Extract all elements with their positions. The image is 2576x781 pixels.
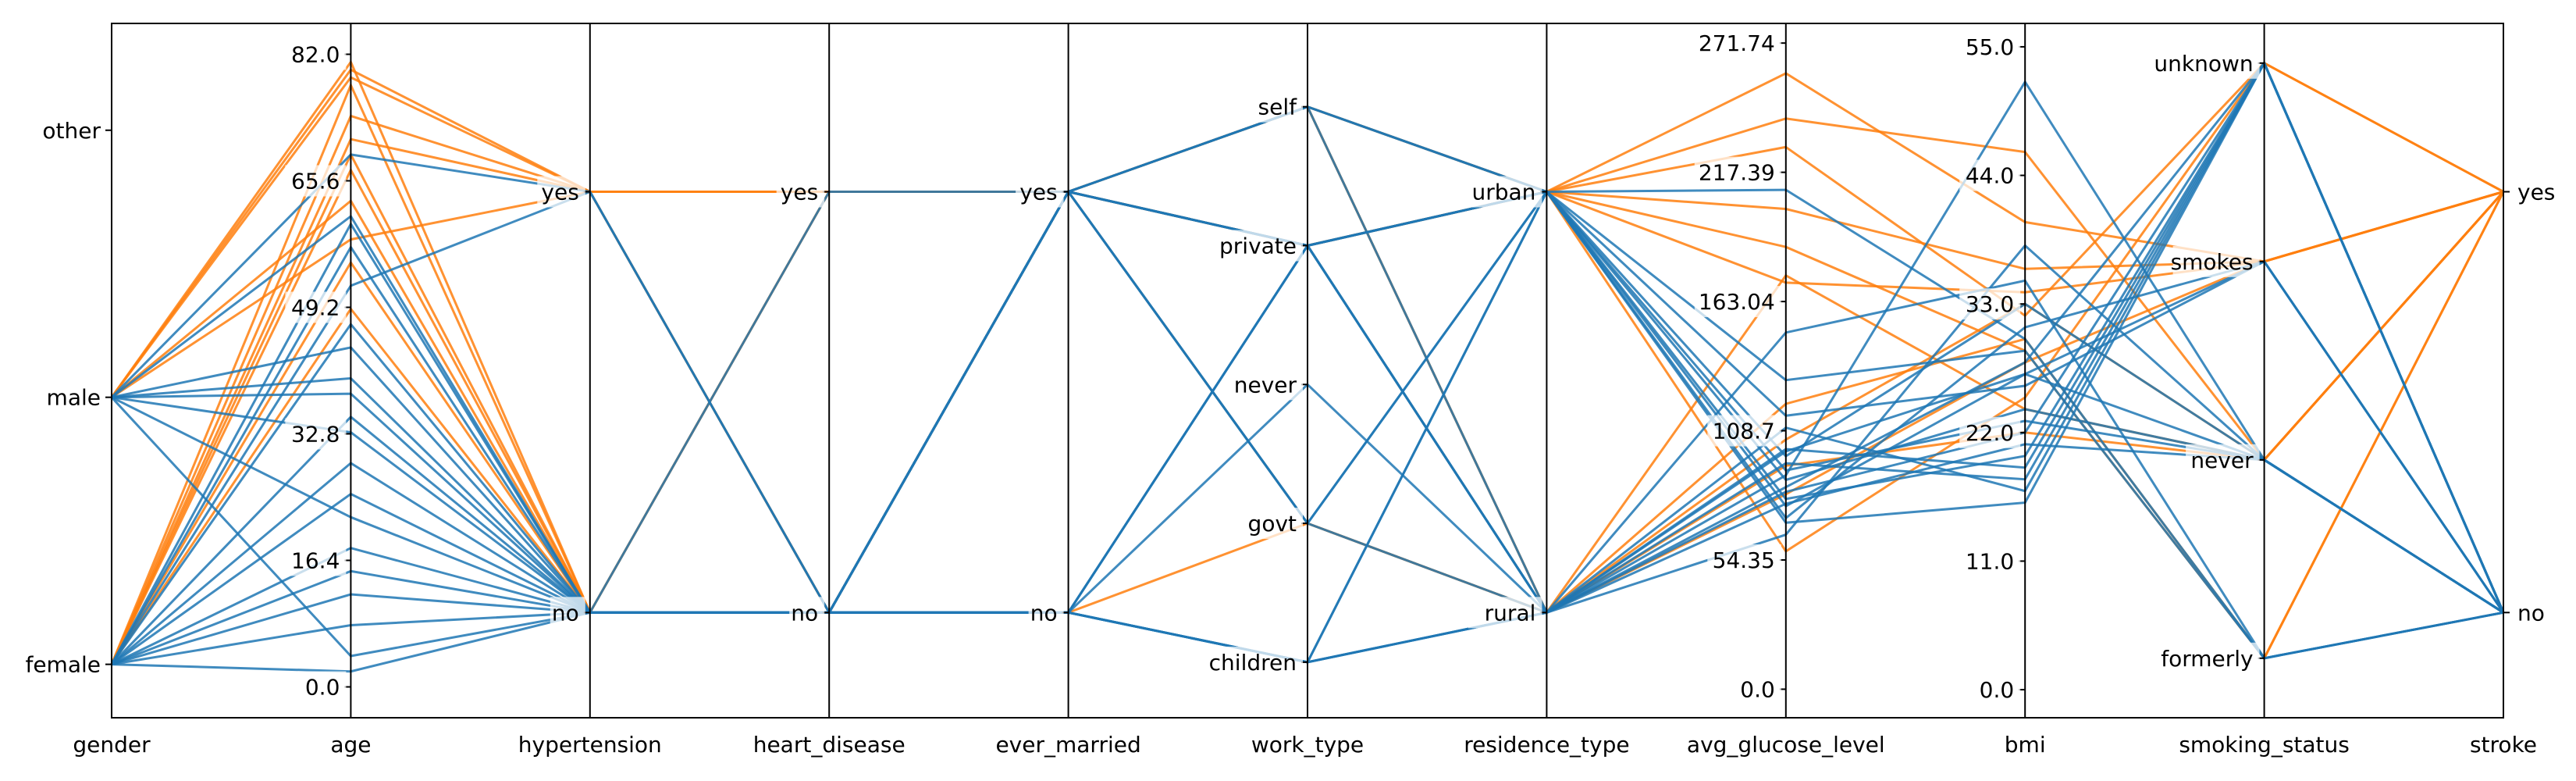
- tick-label-bmi: 33.0: [1966, 291, 2014, 317]
- tick-label-smoking_status: unknown: [2154, 51, 2253, 77]
- tick-label-heart_disease: yes: [781, 180, 818, 205]
- tick-label-bg: [776, 176, 825, 208]
- plot-frame: [111, 23, 2504, 719]
- tick-label-bg: [1203, 230, 1303, 262]
- tick-label-bg: [285, 291, 347, 323]
- tick-label-smoking_status: never: [2190, 448, 2254, 473]
- tick-label-avg_glucose_level: 163.04: [1699, 289, 1775, 315]
- tick-label-work_type: private: [1219, 233, 1297, 259]
- axis-name-smoking_status: smoking_status: [2179, 732, 2350, 758]
- tick-label-avg_glucose_level: 108.7: [1713, 419, 1775, 444]
- tick-label-age: 65.6: [291, 169, 340, 194]
- axis-name-ever_married: ever_married: [995, 732, 1140, 758]
- tick-label-bg: [297, 671, 347, 703]
- tick-label-smoking_status: formerly: [2161, 646, 2253, 672]
- tick-label-stroke: no: [2517, 600, 2545, 626]
- tick-label-bg: [1242, 508, 1303, 540]
- tick-label-age: 82.0: [291, 42, 340, 68]
- tick-label-bg: [1190, 646, 1303, 678]
- tick-label-gender: female: [25, 652, 101, 678]
- tick-label-bg: [1468, 176, 1542, 208]
- tick-label-avg_glucose_level: 0.0: [1740, 676, 1775, 702]
- tick-label-residence_type: urban: [1471, 180, 1535, 205]
- tick-label-ever_married: yes: [1019, 180, 1057, 205]
- tick-label-residence_type: rural: [1485, 600, 1536, 626]
- tick-label-bg: [1242, 91, 1303, 123]
- tick-label-smoking_status: smokes: [2171, 249, 2254, 275]
- tick-label-bmi: 44.0: [1966, 163, 2014, 189]
- tick-label-bg: [1972, 674, 2021, 706]
- tick-label-bmi: 55.0: [1966, 34, 2014, 60]
- tick-label-bg: [1733, 673, 1781, 705]
- tick-label-bg: [537, 176, 585, 208]
- tick-label-bg: [1028, 597, 1064, 629]
- tick-label-bg: [1694, 27, 1781, 59]
- tick-label-gender: male: [47, 385, 101, 411]
- tick-label-bg: [550, 597, 585, 629]
- tick-label-hypertension: yes: [541, 180, 578, 205]
- tick-label-work_type: children: [1209, 650, 1297, 676]
- tick-label-bg: [1694, 286, 1781, 318]
- tick-label-hypertension: no: [552, 600, 579, 626]
- tick-label-bg: [1016, 176, 1064, 208]
- tick-label-age: 49.2: [291, 295, 340, 321]
- tick-label-bg: [789, 597, 825, 629]
- tick-label-bg: [285, 544, 347, 576]
- axes-layer: gender female male other age 0.0 16.4 32.8 49.2 6…: [25, 23, 2555, 758]
- tick-label-age: 0.0: [305, 674, 340, 700]
- tick-label-stroke: yes: [2517, 180, 2555, 205]
- tick-label-bg: [1707, 415, 1781, 447]
- tick-label-avg_glucose_level: 54.35: [1713, 547, 1775, 573]
- tick-label-avg_glucose_level: 217.39: [1699, 160, 1775, 186]
- tick-label-heart_disease: no: [791, 600, 818, 626]
- tick-label-bg: [1694, 156, 1781, 188]
- tick-label-bg: [1959, 288, 2021, 320]
- tick-label-bg: [1959, 416, 2021, 448]
- tick-label-bg: [285, 165, 347, 197]
- axis-name-hypertension: hypertension: [518, 732, 662, 758]
- tick-label-bg: [2186, 444, 2260, 476]
- tick-label-bg: [1959, 545, 2021, 577]
- axis-name-work_type: work_type: [1251, 732, 1364, 758]
- tick-label-bg: [1229, 369, 1303, 401]
- tick-label-work_type: self: [1258, 95, 1298, 120]
- tick-label-bmi: 11.0: [1966, 548, 2014, 574]
- tick-label-age: 32.8: [291, 421, 340, 447]
- tick-label-ever_married: no: [1030, 600, 1058, 626]
- tick-label-bmi: 22.0: [1966, 420, 2014, 446]
- axis-name-stroke: stroke: [2470, 732, 2537, 758]
- tick-label-bmi: 0.0: [1980, 677, 2015, 703]
- tick-label-bg: [285, 38, 347, 70]
- tick-label-bg: [1959, 159, 2021, 191]
- tick-label-bg: [1707, 544, 1781, 576]
- tick-label-age: 16.4: [291, 547, 340, 573]
- tick-label-gender: other: [42, 118, 101, 144]
- tick-label-bg: [285, 418, 347, 450]
- tick-label-avg_glucose_level: 271.74: [1699, 30, 1775, 56]
- tick-label-bg: [2147, 642, 2260, 674]
- tick-label-bg: [1468, 597, 1542, 629]
- axis-name-bmi: bmi: [2005, 732, 2046, 758]
- tick-label-bg: [1959, 30, 2021, 62]
- axis-name-gender: gender: [73, 732, 151, 758]
- axis-name-heart_disease: heart_disease: [753, 732, 906, 758]
- tick-label-work_type: never: [1234, 372, 1297, 398]
- axis-name-avg_glucose_level: avg_glucose_level: [1687, 732, 1885, 758]
- tick-label-bg: [2172, 245, 2260, 277]
- axis-name-residence_type: residence_type: [1464, 732, 1629, 758]
- axis-name-age: age: [330, 732, 371, 758]
- tick-label-work_type: govt: [1248, 511, 1297, 537]
- tick-label-bg: [2160, 47, 2260, 79]
